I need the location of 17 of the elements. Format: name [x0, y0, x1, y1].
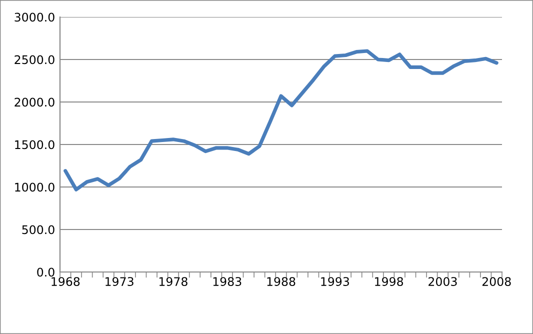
y-tick-label: 1500.0	[15, 140, 54, 150]
x-tick-label: 2003	[428, 277, 457, 286]
y-tick-label: 2500.0	[14, 55, 54, 64]
x-tick-label: 1983	[213, 277, 242, 286]
line-series	[64, 49, 498, 192]
x-tick-label: 1968	[52, 277, 80, 286]
y-tick-label: 1000.0	[15, 182, 54, 192]
x-tick-label: 1988	[267, 277, 296, 286]
x-tick-label: 1973	[106, 277, 134, 286]
y-tick-label: 2000.0	[14, 98, 54, 107]
x-tick-label: 2008	[482, 277, 511, 286]
y-tick-label: 0.0	[37, 268, 54, 277]
y-tick-label: 3000.0	[14, 12, 54, 22]
x-tick-label: 1998	[375, 277, 404, 286]
x-tick-label: 1993	[321, 277, 349, 286]
x-tick-label: 1978	[159, 277, 188, 286]
y-tick-label: 500.0	[22, 225, 54, 234]
